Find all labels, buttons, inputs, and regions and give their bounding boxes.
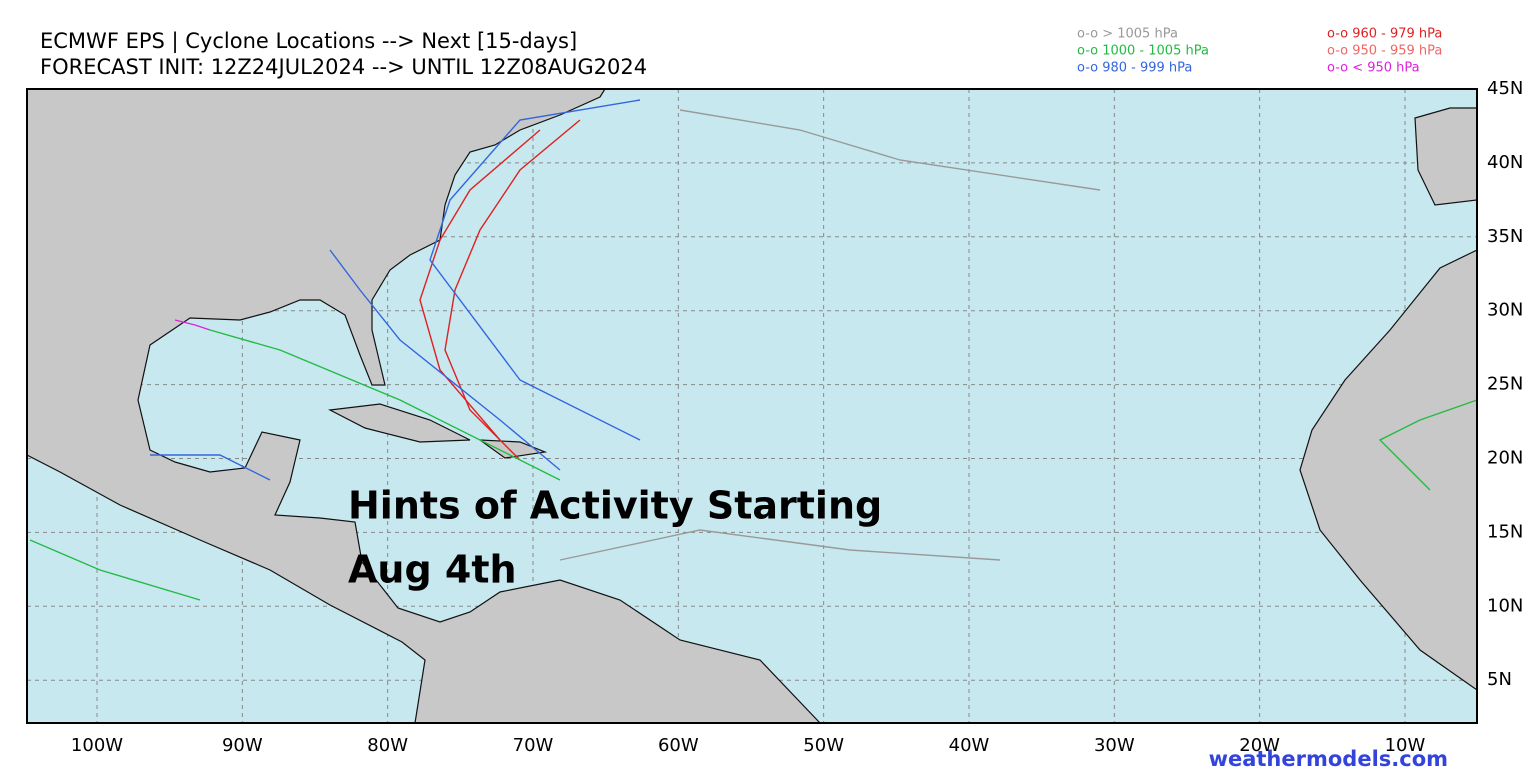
lon-label: 50W [803, 735, 844, 756]
title: ECMWF EPS | Cyclone Locations --> Next [… [40, 29, 577, 54]
credit: weathermodels.com [1209, 747, 1448, 771]
annotation: Hints of Activity Starting [348, 484, 882, 528]
legend-entry: o-o 1000 - 1005 hPa [1077, 44, 1209, 59]
lat-label: 25N [1487, 374, 1523, 395]
lon-label: 30W [1094, 735, 1135, 756]
lat-label: 45N [1487, 78, 1523, 99]
subtitle: FORECAST INIT: 12Z24JUL2024 --> UNTIL 12… [40, 55, 647, 79]
annotation: Aug 4th [348, 548, 517, 592]
legend-entry: o-o > 1005 hPa [1077, 27, 1178, 42]
legend-entry: o-o < 950 hPa [1327, 61, 1420, 76]
legend-entry: o-o 980 - 999 hPa [1077, 61, 1192, 76]
frame [26, 88, 1478, 724]
legend: o-o > 1005 hPa o-o 1000 - 1005 hPa o-o 980… [1077, 27, 1442, 76]
tracks [29, 99, 1478, 601]
lon-label: 80W [367, 735, 408, 756]
lat-label: 15N [1487, 521, 1523, 542]
legend-entry: o-o 950 - 959 hPa [1327, 44, 1442, 59]
lon-label: 40W [949, 735, 990, 756]
land [26, 88, 1478, 724]
lat-label: 20N [1487, 448, 1523, 469]
lon-label: 100W [71, 735, 123, 756]
lat-label: 30N [1487, 300, 1523, 321]
lat-label: 10N [1487, 595, 1523, 616]
lon-label: 70W [513, 735, 554, 756]
lon-label: 10W [1385, 735, 1426, 756]
lat-label: 5N [1487, 669, 1512, 690]
lat-label: 35N [1487, 226, 1523, 247]
lon-label: 20W [1239, 735, 1280, 756]
legend-entry: o-o 960 - 979 hPa [1327, 27, 1442, 42]
lon-label: 90W [222, 735, 263, 756]
lat-label: 40N [1487, 152, 1523, 173]
lon-label: 60W [658, 735, 699, 756]
